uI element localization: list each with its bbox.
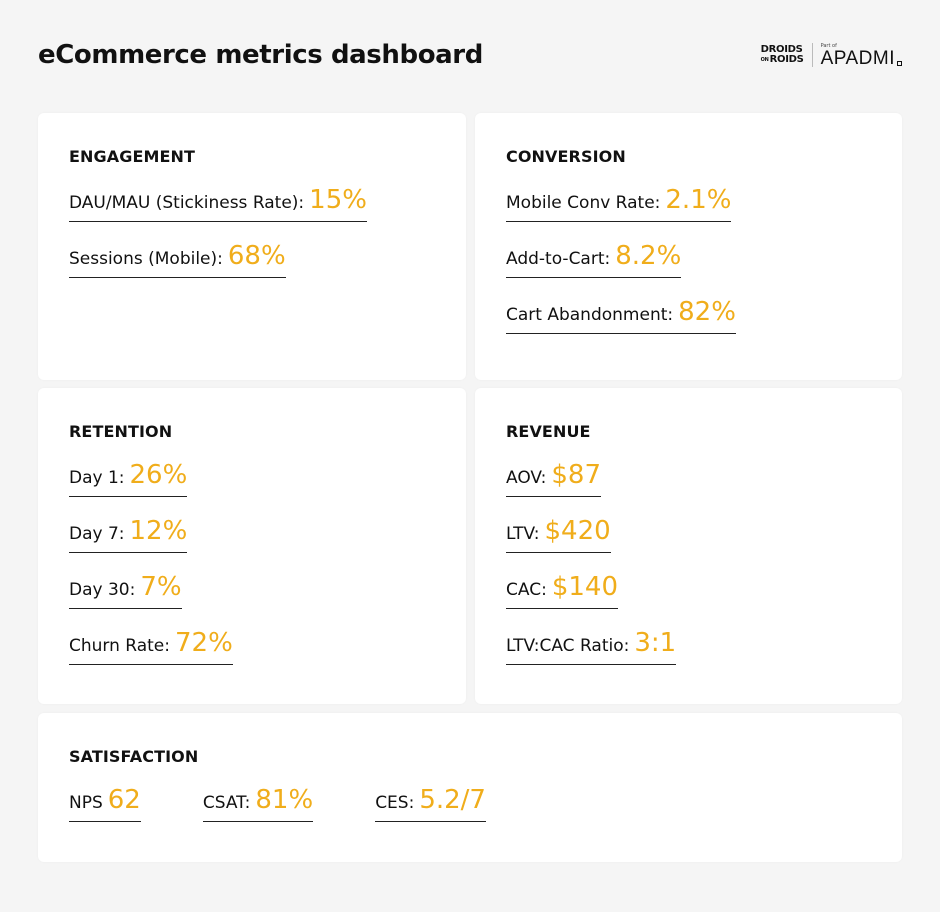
apadmi-square-icon (897, 60, 902, 66)
metric-sessions-mobile: Sessions (Mobile): 68% (69, 241, 286, 278)
metric-label: Day 7: (69, 524, 125, 544)
metric-value: 7% (140, 572, 182, 602)
metric-ltv-cac-ratio: LTV:CAC Ratio: 3:1 (506, 628, 677, 665)
metric-label: CAC: (506, 580, 547, 600)
metric-value: 26% (129, 460, 188, 490)
retention-heading: RETENTION (69, 422, 173, 441)
droids-logo-on: ON (760, 56, 769, 63)
metric-churn-rate: Churn Rate: 72% (69, 628, 233, 665)
conversion-card: CONVERSION Mobile Conv Rate: 2.1% Add-to… (475, 113, 902, 380)
metric-day-30: Day 30: 7% (69, 572, 182, 609)
metric-value: 8.2% (615, 241, 682, 271)
satisfaction-metrics-row: NPS 62 CSAT: 81% CES: 5.2/7 (69, 785, 548, 822)
metric-label: LTV:CAC Ratio: (506, 636, 630, 656)
metric-value: $140 (551, 572, 618, 602)
metric-label: Cart Abandonment: (506, 305, 674, 325)
metric-label: Sessions (Mobile): (69, 249, 223, 269)
retention-card: RETENTION Day 1: 26% Day 7: 12% Day 30: … (38, 388, 466, 704)
metric-ces: CES: 5.2/7 (375, 785, 486, 822)
metric-mobile-conv-rate: Mobile Conv Rate: 2.1% (506, 185, 732, 222)
metric-value: 5.2/7 (419, 785, 486, 815)
metric-value: 15% (309, 185, 367, 215)
engagement-heading: ENGAGEMENT (69, 147, 196, 166)
metric-value: $87 (551, 460, 602, 490)
metric-cac: CAC: $140 (506, 572, 618, 609)
metric-csat: CSAT: 81% (202, 785, 314, 822)
metric-value: 3:1 (634, 628, 677, 658)
conversion-heading: CONVERSION (506, 147, 626, 166)
metric-value: 82% (678, 297, 736, 327)
metric-value: 72% (175, 628, 233, 658)
metric-label: LTV: (506, 524, 540, 544)
satisfaction-heading: SATISFACTION (69, 747, 199, 766)
apadmi-logo: APADMI (821, 49, 902, 68)
metric-cart-abandonment: Cart Abandonment: 82% (506, 297, 736, 334)
metric-label: Day 30: (69, 580, 136, 600)
satisfaction-card: SATISFACTION NPS 62 CSAT: 81% CES: 5.2/7 (38, 713, 902, 862)
metric-value: 12% (129, 516, 188, 546)
metric-label: Add-to-Cart: (506, 249, 611, 269)
metric-day-1: Day 1: 26% (69, 460, 188, 497)
metric-label: CSAT: (202, 793, 251, 813)
metric-label: CES: (375, 793, 415, 813)
brand-divider (811, 43, 813, 67)
metric-value: 68% (227, 241, 286, 271)
metric-stickiness: DAU/MAU (Stickiness Rate): 15% (69, 185, 367, 222)
metric-value: 62 (107, 785, 141, 815)
metric-label: Day 1: (69, 468, 125, 488)
metric-value: $420 (544, 516, 611, 546)
metric-aov: AOV: $87 (506, 460, 602, 497)
metric-label: Mobile Conv Rate: (506, 193, 661, 213)
page-title: eCommerce metrics dashboard (38, 40, 483, 70)
metric-value: 2.1% (665, 185, 732, 215)
metric-label: AOV: (506, 468, 547, 488)
revenue-heading: REVENUE (506, 422, 591, 441)
droids-logo-line1: DROIDS (760, 44, 803, 55)
metric-label: DAU/MAU (Stickiness Rate): (69, 193, 305, 213)
engagement-card: ENGAGEMENT DAU/MAU (Stickiness Rate): 15… (38, 113, 466, 380)
droids-logo-line2: ROIDS (769, 54, 804, 65)
metric-nps: NPS 62 (69, 785, 141, 822)
metric-day-7: Day 7: 12% (69, 516, 188, 553)
apadmi-logo-text: APADMI (820, 47, 895, 69)
metric-add-to-cart: Add-to-Cart: 8.2% (506, 241, 682, 278)
droids-on-roids-logo: DROIDS ON ROIDS (761, 45, 804, 65)
part-of-label: Part of (820, 42, 837, 49)
metric-label: NPS (69, 793, 103, 813)
brand-logo: DROIDS ON ROIDS Part of APADMI (761, 42, 902, 68)
metric-ltv: LTV: $420 (506, 516, 611, 553)
metric-value: 81% (255, 785, 314, 815)
revenue-card: REVENUE AOV: $87 LTV: $420 CAC: $140 LTV… (475, 388, 902, 704)
metric-label: Churn Rate: (69, 636, 170, 656)
